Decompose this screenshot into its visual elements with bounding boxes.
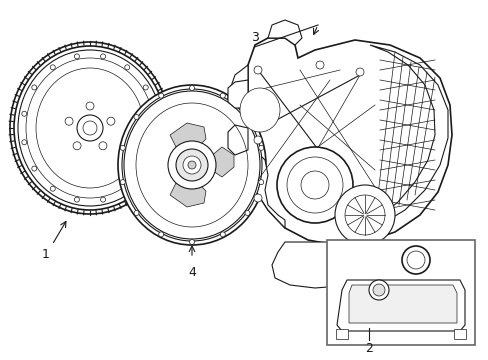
Circle shape — [258, 145, 263, 150]
Circle shape — [253, 136, 262, 144]
Bar — [326, 240, 474, 345]
Circle shape — [134, 114, 139, 120]
Circle shape — [65, 117, 73, 125]
Circle shape — [120, 180, 125, 185]
Ellipse shape — [122, 89, 262, 241]
Circle shape — [368, 280, 388, 300]
Circle shape — [183, 156, 201, 174]
Circle shape — [168, 141, 216, 189]
Circle shape — [189, 239, 194, 244]
Circle shape — [107, 117, 115, 125]
Polygon shape — [267, 20, 302, 45]
Circle shape — [124, 65, 129, 70]
Circle shape — [187, 161, 196, 169]
Polygon shape — [336, 280, 464, 331]
Circle shape — [101, 197, 105, 202]
Polygon shape — [369, 45, 447, 225]
Circle shape — [189, 85, 194, 90]
Polygon shape — [170, 123, 205, 151]
Ellipse shape — [18, 50, 162, 206]
Circle shape — [99, 142, 107, 150]
Circle shape — [120, 145, 125, 150]
Circle shape — [74, 54, 79, 59]
Circle shape — [276, 147, 352, 223]
Bar — [335, 329, 347, 339]
Circle shape — [244, 114, 249, 120]
Circle shape — [372, 284, 384, 296]
Text: 1: 1 — [42, 248, 50, 261]
Circle shape — [143, 166, 148, 171]
Circle shape — [83, 121, 97, 135]
Polygon shape — [227, 80, 247, 108]
Circle shape — [159, 93, 163, 98]
Circle shape — [176, 149, 207, 181]
Polygon shape — [242, 38, 451, 245]
Polygon shape — [227, 125, 247, 155]
Circle shape — [77, 115, 103, 141]
Circle shape — [74, 197, 79, 202]
Circle shape — [143, 85, 148, 90]
Circle shape — [334, 185, 394, 245]
Circle shape — [253, 66, 262, 74]
Circle shape — [253, 194, 262, 202]
Polygon shape — [227, 65, 285, 228]
Polygon shape — [271, 242, 357, 288]
Circle shape — [101, 54, 105, 59]
Polygon shape — [348, 285, 456, 323]
Polygon shape — [170, 179, 205, 207]
Circle shape — [50, 186, 55, 191]
Ellipse shape — [14, 46, 165, 210]
Circle shape — [220, 232, 225, 237]
Circle shape — [258, 180, 263, 185]
Circle shape — [401, 246, 429, 274]
Circle shape — [153, 140, 158, 145]
Circle shape — [159, 232, 163, 237]
Circle shape — [153, 111, 158, 116]
Circle shape — [73, 142, 81, 150]
Circle shape — [355, 68, 363, 76]
Text: 3: 3 — [250, 31, 259, 44]
Circle shape — [124, 186, 129, 191]
Circle shape — [32, 166, 37, 171]
Bar — [453, 329, 465, 339]
Circle shape — [22, 111, 27, 116]
Circle shape — [315, 61, 324, 69]
Circle shape — [86, 102, 94, 110]
Circle shape — [50, 65, 55, 70]
Circle shape — [22, 140, 27, 145]
Ellipse shape — [240, 88, 280, 132]
Circle shape — [220, 93, 225, 98]
Ellipse shape — [118, 85, 265, 245]
Ellipse shape — [10, 42, 170, 214]
Text: 4: 4 — [188, 265, 196, 279]
Circle shape — [32, 85, 37, 90]
Ellipse shape — [124, 91, 260, 239]
Text: 2: 2 — [365, 342, 372, 355]
Circle shape — [244, 211, 249, 216]
Circle shape — [134, 211, 139, 216]
Polygon shape — [209, 147, 234, 177]
